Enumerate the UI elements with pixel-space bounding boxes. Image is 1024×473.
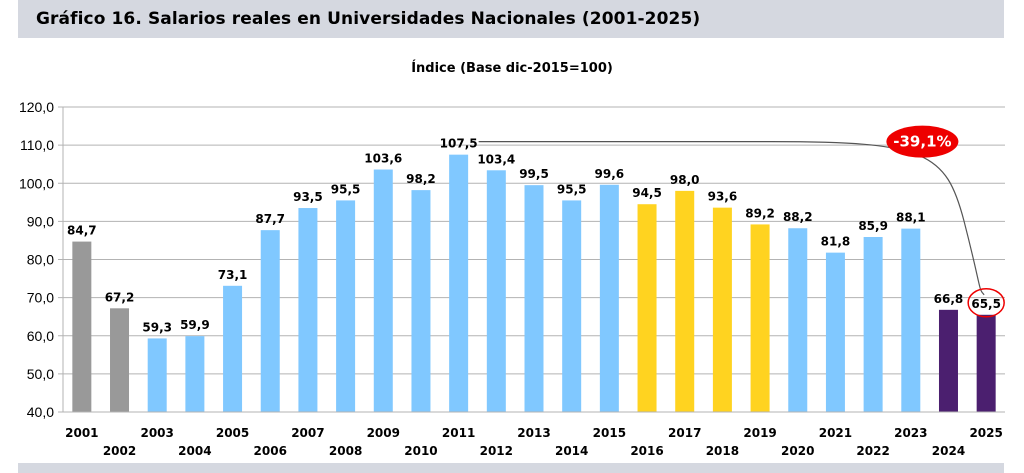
x-tick-label-2014: 2014: [555, 444, 588, 458]
value-label-2009: 103,6: [364, 152, 402, 166]
bar-2011: [449, 154, 469, 412]
bar-2005: [223, 285, 243, 412]
y-tick-label: 40,0: [27, 404, 54, 420]
x-tick-label-2003: 2003: [140, 426, 173, 440]
y-tick-label: 50,0: [27, 366, 54, 382]
bars: [72, 154, 996, 412]
bar-2013: [524, 185, 544, 412]
bar-2006: [260, 230, 280, 412]
annotation-text: -39,1%: [893, 133, 951, 151]
bar-2018: [712, 207, 732, 412]
bar-2019: [750, 224, 770, 412]
bar-2020: [788, 228, 808, 412]
value-label-2025: 65,5: [971, 297, 1001, 311]
value-label-2004: 59,9: [180, 318, 210, 332]
bar-2001: [72, 241, 92, 412]
bar-2017: [675, 190, 695, 412]
chart-subtitle: Índice (Base dic-2015=100): [411, 60, 613, 76]
y-tick-label: 60,0: [27, 328, 54, 344]
x-tick-label-2017: 2017: [668, 426, 701, 440]
value-label-2023: 88,1: [896, 211, 926, 225]
value-label-2020: 88,2: [783, 210, 813, 224]
annotation: -39,1%: [478, 125, 1005, 318]
bar-2023: [901, 228, 921, 412]
y-axis: 40,0 50,0 60,0 70,0 80,0 90,0 100,0 110,0 120,0: [19, 99, 64, 420]
bar-2016: [637, 204, 657, 412]
x-tick-label-2001: 2001: [65, 426, 98, 440]
value-label-2014: 95,5: [557, 182, 587, 196]
x-tick-label-2013: 2013: [517, 426, 550, 440]
x-tick-label-2007: 2007: [291, 426, 324, 440]
footer-band: [18, 463, 1004, 473]
x-tick-label-2024: 2024: [932, 444, 965, 458]
bar-2010: [411, 190, 431, 412]
x-tick-label-2018: 2018: [706, 444, 739, 458]
value-label-2021: 81,8: [821, 235, 851, 249]
annotation-connector: [478, 141, 985, 296]
x-tick-label-2022: 2022: [856, 444, 889, 458]
value-label-2015: 99,6: [595, 167, 625, 181]
value-label-2022: 85,9: [858, 219, 888, 233]
bar-2004: [185, 336, 205, 412]
value-label-2005: 73,1: [218, 268, 248, 282]
bar-2025: [976, 314, 996, 412]
x-tick-label-2012: 2012: [480, 444, 513, 458]
x-axis: 2001 2002 2003 2004 2005 2006 2007 2008 2009 2010…: [63, 411, 1005, 458]
bar-2024: [938, 309, 958, 412]
bar-2009: [373, 169, 393, 412]
x-tick-label-2002: 2002: [103, 444, 136, 458]
highlight-circle-2025: [967, 288, 1005, 318]
value-label-2019: 89,2: [745, 206, 775, 220]
value-labels: 84,7 67,2 59,3 59,9 73,1 87,7 93,5 95,5 103,6 98,…: [67, 137, 1001, 335]
bar-2012: [486, 170, 506, 412]
bar-2008: [336, 200, 356, 412]
y-tick-label: 110,0: [20, 137, 54, 153]
bar-2015: [599, 184, 619, 412]
value-label-2024: 66,8: [934, 292, 964, 306]
value-label-2018: 93,6: [708, 190, 738, 204]
title-band: [18, 0, 1004, 38]
x-tick-label-2015: 2015: [593, 426, 626, 440]
value-label-2007: 93,5: [293, 190, 323, 204]
bar-2002: [110, 308, 130, 412]
value-label-2006: 87,7: [255, 212, 285, 226]
value-label-2001: 84,7: [67, 224, 97, 238]
x-tick-label-2009: 2009: [367, 426, 400, 440]
bar-2021: [825, 252, 845, 412]
y-tick-label: 90,0: [27, 213, 54, 229]
value-label-2008: 95,5: [331, 182, 361, 196]
x-tick-label-2004: 2004: [178, 444, 211, 458]
bar-2003: [147, 338, 167, 412]
x-tick-label-2021: 2021: [819, 426, 852, 440]
x-tick-label-2020: 2020: [781, 444, 814, 458]
x-tick-label-2008: 2008: [329, 444, 362, 458]
bar-2022: [863, 237, 883, 412]
x-tick-label-2016: 2016: [630, 444, 663, 458]
x-tick-label-2006: 2006: [254, 444, 287, 458]
x-tick-label-2011: 2011: [442, 426, 475, 440]
value-label-2016: 94,5: [632, 186, 662, 200]
bar-2014: [562, 200, 582, 412]
value-label-2003: 59,3: [142, 320, 172, 334]
value-label-2010: 98,2: [406, 172, 436, 186]
x-tick-label-2019: 2019: [743, 426, 776, 440]
y-tick-label: 70,0: [27, 290, 54, 306]
y-tick-label: 80,0: [27, 252, 54, 268]
x-tick-label-2010: 2010: [404, 444, 437, 458]
y-tick-label: 100,0: [19, 175, 54, 191]
x-tick-label-2005: 2005: [216, 426, 249, 440]
chart-title: Gráfico 16. Salarios reales en Universid…: [36, 9, 701, 29]
value-label-2017: 98,0: [670, 173, 700, 187]
annotation-badge: [886, 125, 959, 158]
x-tick-label-2025: 2025: [969, 426, 1002, 440]
bar-2007: [298, 208, 318, 412]
value-label-2011: 107,5: [440, 137, 478, 151]
value-label-2013: 99,5: [519, 167, 549, 181]
value-label-2002: 67,2: [105, 290, 135, 304]
y-tick-label: 120,0: [19, 99, 54, 115]
value-label-2012: 103,4: [477, 152, 515, 166]
x-tick-label-2023: 2023: [894, 426, 927, 440]
